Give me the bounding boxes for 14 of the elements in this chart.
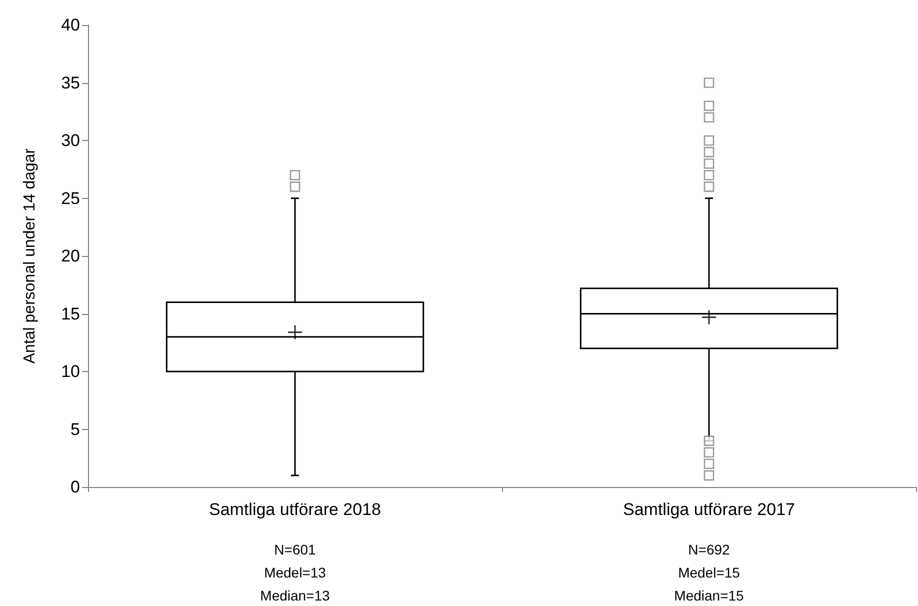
text: N=692 Medel=15 Median=15 <box>674 542 744 604</box>
y-tick-label: 5 <box>70 420 80 439</box>
y-tick-label: 25 <box>61 188 80 208</box>
x-tick-label: Samtliga utförare 2018 <box>209 500 381 519</box>
x-tick-label: Samtliga utförare 2017 <box>623 500 795 519</box>
y-tick-label: 40 <box>61 16 80 34</box>
y-tick-label: 30 <box>61 131 80 150</box>
text: N=601 Medel=13 Median=13 <box>260 542 330 604</box>
y-axis-title: Antal personal under 14 dagar <box>22 148 38 364</box>
y-tick-label: 35 <box>61 73 80 92</box>
y-tick-label: 15 <box>61 304 80 324</box>
y-tick-label: 0 <box>70 478 80 496</box>
y-tick-label: 20 <box>61 246 80 266</box>
y-tick-label: 10 <box>61 362 80 381</box>
